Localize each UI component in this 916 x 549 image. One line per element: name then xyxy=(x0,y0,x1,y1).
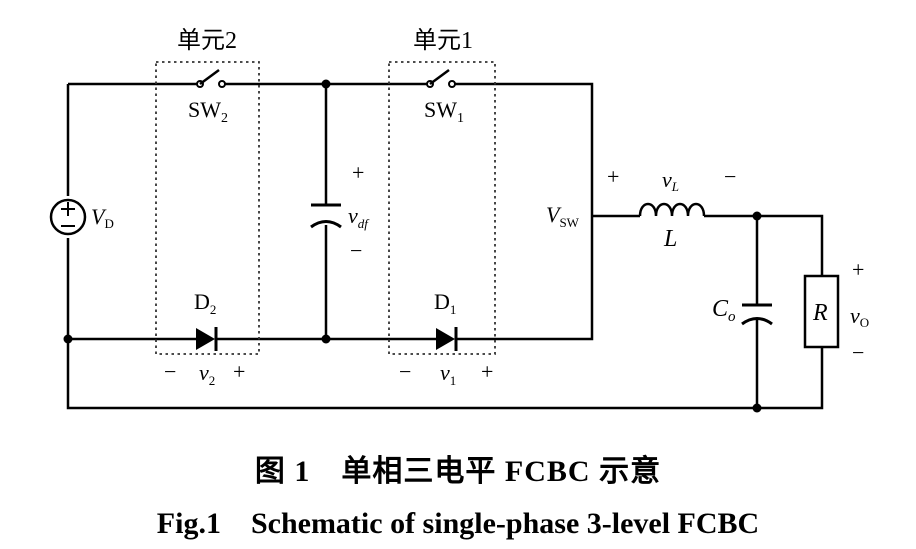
cap-voltage-label: vdf xyxy=(348,203,370,231)
unit2-box xyxy=(155,61,260,355)
v1-plus: + xyxy=(481,359,493,384)
unit2-label: 单元2 xyxy=(177,27,237,54)
wires xyxy=(66,82,824,410)
junction-dots xyxy=(63,79,762,413)
output-voltage-label: vO xyxy=(850,303,869,330)
v1-minus: − xyxy=(399,359,411,384)
flying-capacitor xyxy=(310,203,342,229)
d1-voltage-label: v1 xyxy=(440,360,456,388)
v2-minus: − xyxy=(164,359,176,384)
sw2-label: SW2 xyxy=(188,97,228,126)
switch-sw1 xyxy=(426,68,456,88)
source-label: VD xyxy=(91,204,114,231)
d2-voltage-label: v2 xyxy=(199,360,215,388)
inductor-label: L xyxy=(663,226,677,252)
d1-label: D1 xyxy=(434,289,456,317)
cap-plus: + xyxy=(352,160,364,185)
sw1-label: SW1 xyxy=(424,97,464,126)
d2-label: D2 xyxy=(194,289,216,317)
vl-minus: − xyxy=(724,164,736,189)
circuit-schematic: 单元2 单元1 SW2 SW1 VD + vdf − VSW + vL − L … xyxy=(49,27,869,413)
vo-minus: − xyxy=(852,340,864,365)
voltage-source xyxy=(49,198,87,236)
load-resistor xyxy=(803,274,840,349)
diode-d1 xyxy=(436,327,458,351)
vsw-label: VSW xyxy=(546,202,580,230)
cap-minus: − xyxy=(350,238,362,263)
inductor xyxy=(638,202,706,217)
output-cap-label: Co xyxy=(712,296,736,325)
v2-plus: + xyxy=(233,359,245,384)
resistor-label: R xyxy=(812,300,828,326)
output-capacitor xyxy=(741,303,773,326)
unit1-box xyxy=(388,61,496,355)
figure-caption-chinese: 图 1 单相三电平 FCBC 示意 xyxy=(254,455,662,488)
figure-caption-english: Fig.1 Schematic of single-phase 3-level … xyxy=(156,507,760,540)
vl-plus: + xyxy=(607,164,619,189)
unit1-label: 单元1 xyxy=(413,27,473,54)
switch-sw2 xyxy=(196,68,226,88)
diode-d2 xyxy=(196,327,218,351)
inductor-voltage-label: vL xyxy=(662,167,679,194)
vo-plus: + xyxy=(852,257,864,282)
